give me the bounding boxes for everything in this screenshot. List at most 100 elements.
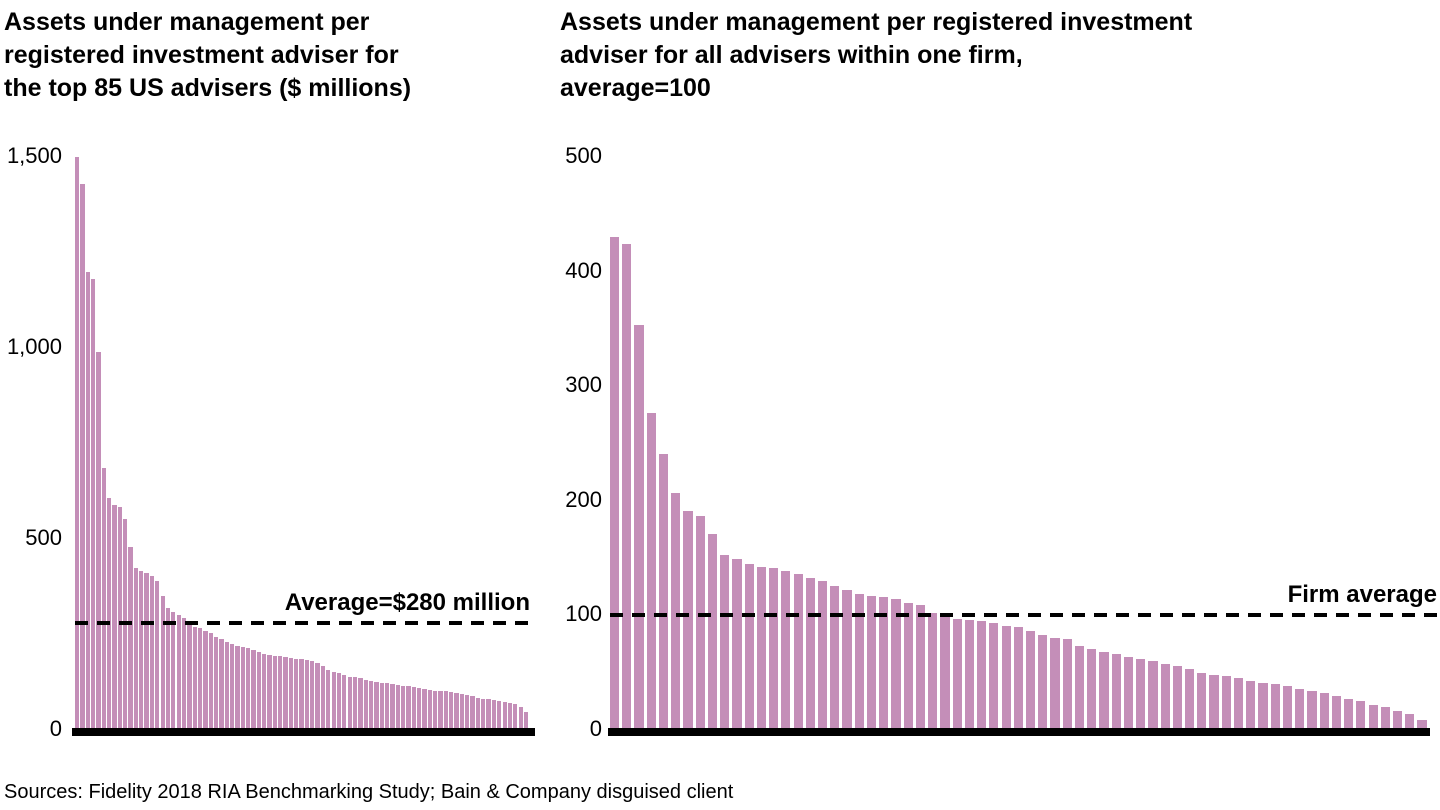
bar: [1405, 713, 1415, 730]
bar: [171, 612, 176, 730]
bar: [433, 690, 438, 730]
bar: [272, 655, 278, 730]
bar: [1331, 695, 1342, 730]
bar: [1025, 631, 1036, 730]
bar: [181, 618, 187, 730]
chart-right-bars: [610, 157, 1427, 730]
bar: [1233, 678, 1244, 730]
bar: [133, 567, 139, 730]
chart-left-average-label: Average=$280 million: [284, 589, 530, 617]
bar: [128, 547, 133, 730]
bar: [903, 602, 913, 730]
bar: [283, 657, 288, 730]
bar: [246, 648, 251, 730]
bar: [518, 707, 523, 730]
chart-right-average-line: [610, 613, 1437, 618]
bar: [235, 645, 240, 730]
bar: [384, 683, 390, 730]
bar: [842, 590, 852, 730]
bar: [683, 511, 693, 730]
bar: [1013, 626, 1023, 730]
bar: [744, 563, 754, 730]
bar: [1344, 699, 1354, 730]
bar: [854, 593, 864, 730]
bar: [411, 686, 416, 730]
bar: [251, 650, 256, 730]
bar: [208, 633, 213, 730]
bar: [358, 678, 363, 730]
bar: [634, 325, 644, 730]
bar: [610, 237, 620, 730]
bar: [695, 515, 705, 730]
bar: [417, 687, 422, 730]
bar: [1062, 639, 1072, 730]
bar: [395, 684, 400, 730]
bar: [646, 412, 656, 730]
y-tick-label: 400: [565, 257, 602, 283]
y-tick-label: 300: [565, 372, 602, 398]
bar: [347, 676, 352, 730]
bar: [622, 244, 632, 730]
chart-right-title: Assets under management per registered i…: [560, 8, 1193, 102]
chart-left-bars: [75, 157, 529, 730]
bar: [240, 647, 245, 730]
bar: [671, 492, 681, 730]
bar: [1001, 625, 1011, 730]
bar: [459, 694, 465, 730]
bar: [400, 685, 406, 730]
bar: [422, 689, 427, 730]
bar: [481, 698, 486, 730]
bar: [390, 684, 395, 730]
bar: [523, 712, 529, 730]
bar: [470, 696, 475, 730]
y-tick-label: 1,000: [6, 334, 62, 359]
bar: [352, 676, 358, 730]
bar: [1258, 683, 1268, 730]
bar: [1099, 652, 1109, 730]
bar: [1123, 656, 1134, 730]
bar: [331, 671, 336, 730]
bar: [1074, 646, 1085, 730]
bar: [475, 697, 481, 730]
bar: [406, 686, 411, 730]
bar: [964, 619, 974, 730]
bar: [176, 615, 181, 730]
y-tick-label: 0: [49, 716, 62, 741]
bar: [315, 663, 320, 730]
y-tick-label: 500: [25, 525, 62, 550]
bar: [1417, 719, 1427, 730]
bar: [940, 615, 950, 730]
bar: [294, 658, 299, 730]
bar: [707, 534, 718, 730]
chart-left-title: Assets under management per registered i…: [4, 8, 412, 102]
bar: [1295, 688, 1305, 730]
bar: [805, 577, 815, 730]
bar: [756, 567, 766, 730]
bar: [1270, 684, 1280, 730]
bar: [1197, 672, 1207, 730]
bar: [320, 665, 326, 730]
bar: [502, 702, 507, 730]
bar: [1185, 669, 1195, 730]
bar: [288, 657, 294, 730]
bar: [427, 689, 432, 730]
chart-left-x-axis: [72, 728, 535, 736]
y-tick-label: 100: [565, 601, 602, 627]
y-tick-label: 0: [589, 716, 602, 741]
bar: [497, 700, 502, 730]
bar: [817, 581, 828, 730]
bar: [155, 581, 160, 730]
bar: [720, 554, 730, 730]
bar: [513, 704, 518, 730]
chart-right-x-axis: [608, 728, 1430, 736]
bar: [310, 661, 315, 730]
bar: [91, 279, 96, 730]
bar: [891, 599, 901, 730]
bar: [793, 574, 803, 730]
bar: [449, 691, 454, 730]
bar: [1319, 693, 1329, 730]
y-tick-label: 1,500: [6, 143, 62, 168]
chart-right-average-label: Firm average: [1287, 581, 1437, 609]
bar: [1368, 704, 1378, 730]
bar: [219, 638, 224, 730]
